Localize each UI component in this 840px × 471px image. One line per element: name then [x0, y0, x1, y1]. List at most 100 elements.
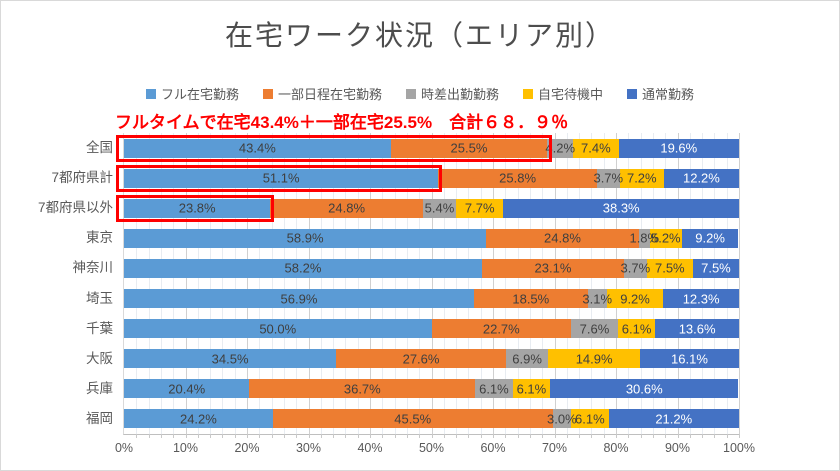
minor-gridline	[382, 133, 384, 434]
bar-value-label: 18.5%	[512, 291, 550, 307]
x-axis-tick	[283, 434, 285, 438]
bar-segment: 7.2%	[619, 168, 664, 188]
bar-value-label: 38.3%	[602, 200, 640, 216]
bar-segment: 7.5%	[646, 258, 693, 278]
bar-value-label: 58.9%	[286, 230, 324, 246]
x-axis-tick	[406, 434, 408, 438]
bar-value-label: 22.7%	[482, 321, 520, 337]
minor-gridline	[345, 133, 347, 434]
minor-gridline	[542, 133, 544, 434]
minor-gridline	[566, 133, 568, 434]
bar-segment: 16.1%	[639, 349, 739, 369]
major-gridline	[247, 133, 248, 434]
x-axis-tick	[382, 434, 384, 438]
bar-segment: 19.6%	[618, 138, 739, 158]
bar-segment: 34.5%	[124, 349, 337, 369]
x-axis-tick	[431, 434, 433, 438]
bar-row: 34.5% 27.6% 6.9% 14.9% 16.1%	[124, 349, 739, 369]
bar-value-label: 7.7%	[464, 200, 495, 216]
major-gridline	[554, 133, 556, 434]
x-axis-tick	[579, 434, 581, 438]
legend-item: フル在宅勤務	[145, 84, 239, 103]
bar-value-label: 6.1%	[516, 381, 547, 397]
x-axis-tick	[603, 434, 605, 438]
bar-value-label: 4.2%	[545, 140, 576, 156]
bar-value-label: 24.8%	[328, 200, 366, 216]
x-axis-tick	[529, 434, 531, 438]
legend-marker-icon	[523, 88, 533, 99]
bar-segment: 23.1%	[481, 258, 624, 278]
minor-gridline	[283, 133, 285, 434]
bar-value-label: 16.1%	[671, 351, 708, 367]
x-axis-tick	[566, 434, 568, 438]
minor-gridline	[173, 133, 175, 434]
bar-value-label: 14.9%	[575, 351, 613, 367]
bar-value-label: 12.3%	[682, 291, 720, 307]
bar-value-label: 7.6%	[579, 321, 610, 337]
bar-segment: 25.5%	[390, 138, 548, 158]
plot-area: 43.4% 25.5% 4.2% 7.4% 19.6% 51.1% 25.8% 3.7% 7.2…	[115, 133, 755, 455]
x-axis-tick-label: 80%	[603, 441, 629, 455]
minor-gridline	[726, 133, 728, 434]
x-axis-tick	[714, 434, 716, 438]
major-gridline	[431, 133, 433, 434]
annotation-text: フルタイムで在宅43.4%＋一部在宅25.5% 合計６８．９％	[115, 113, 569, 132]
bar-segment: 51.1%	[124, 168, 439, 188]
x-axis-tick	[357, 434, 359, 438]
minor-gridline	[579, 133, 581, 434]
highlight-box	[116, 164, 443, 192]
x-axis-tick	[689, 434, 691, 438]
bar-value-label: 50.0%	[259, 321, 297, 337]
bar-value-label: 23.1%	[534, 260, 572, 276]
bar-segment: 7.6%	[571, 319, 618, 339]
bar-segment: 45.5%	[272, 409, 553, 429]
x-axis-tick	[542, 434, 544, 438]
x-axis-tick	[345, 434, 347, 438]
legend-marker-icon	[262, 88, 273, 99]
x-axis-tick	[234, 434, 236, 438]
highlight-box	[116, 194, 275, 222]
bar-value-label: 6.1%	[621, 321, 652, 337]
minor-gridline	[505, 133, 507, 434]
minor-gridline	[702, 133, 704, 434]
bar-row: 23.8% 24.8% 5.4% 7.7% 38.3%	[124, 198, 739, 218]
y-axis-label: 埼玉	[86, 290, 113, 306]
bar-segment: 38.3%	[503, 198, 739, 218]
x-axis-tick-label: 60%	[480, 441, 506, 455]
bar-value-label: 34.5%	[211, 351, 249, 367]
x-axis-tick	[616, 434, 617, 438]
legend-label: フル在宅勤務	[160, 87, 239, 102]
major-gridline	[616, 133, 617, 434]
x-axis-tick	[517, 434, 519, 438]
minor-gridline	[443, 133, 445, 434]
x-axis-tick-label: 50%	[418, 441, 445, 455]
bar-value-label: 5.4%	[424, 200, 455, 216]
bar-value-label: 6.1%	[479, 381, 509, 397]
minor-gridline	[406, 133, 408, 434]
bar-segment: 3.7%	[593, 168, 623, 188]
major-gridline	[493, 133, 494, 434]
x-axis-tick	[456, 434, 458, 438]
legend-item: 自宅待機中	[523, 84, 603, 103]
bar-segment: 3.7%	[621, 258, 650, 278]
bar-segment: 1.8%	[629, 228, 659, 248]
x-axis-tick	[197, 434, 199, 438]
y-axis-label: 福岡	[86, 410, 113, 426]
x-axis-tick	[271, 434, 273, 438]
bar-value-label: 7.4%	[581, 140, 611, 156]
x-axis-tick	[320, 434, 322, 438]
x-axis-tick-label: 20%	[234, 441, 260, 455]
bar-value-label: 6.1%	[575, 411, 605, 427]
chart-title: 在宅ワーク状況（エリア別）	[224, 20, 615, 51]
bar-value-label: 56.9%	[280, 291, 318, 307]
bar-segment: 56.9%	[124, 289, 474, 309]
bar-segment: 13.6%	[655, 319, 739, 339]
bar-segment: 18.5%	[473, 289, 588, 309]
minor-gridline	[689, 133, 691, 434]
bar-value-label: 6.9%	[512, 351, 542, 367]
minor-gridline	[603, 133, 605, 434]
major-gridline	[739, 133, 740, 434]
legend-item: 時差出勤勤務	[405, 84, 499, 103]
x-axis-tick	[160, 434, 162, 438]
